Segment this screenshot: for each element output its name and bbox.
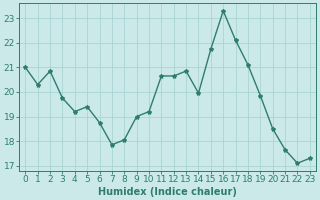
X-axis label: Humidex (Indice chaleur): Humidex (Indice chaleur): [98, 187, 237, 197]
